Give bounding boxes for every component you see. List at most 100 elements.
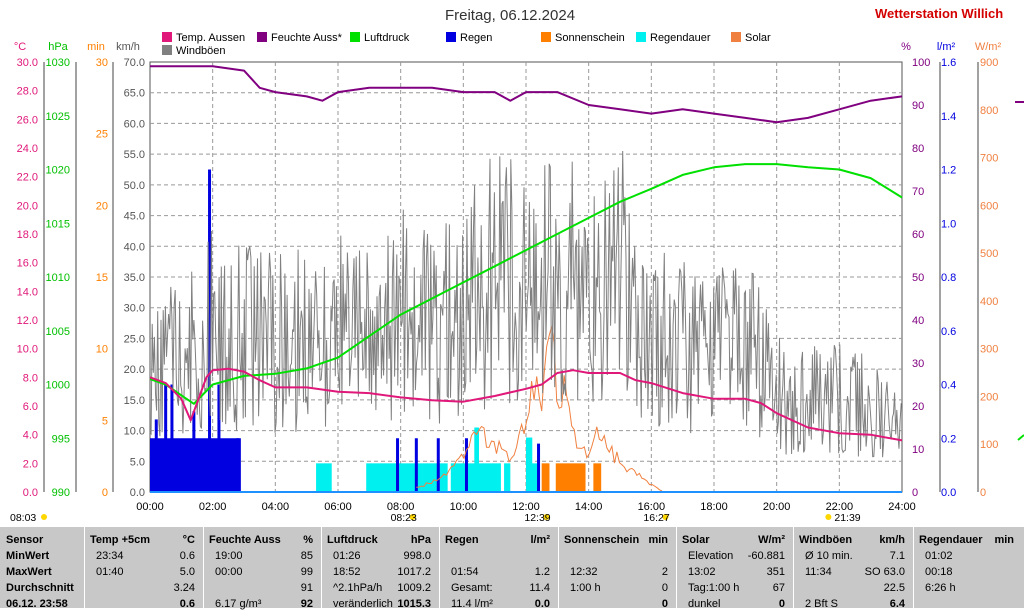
axis-tick-label: 20.0 [124,364,145,376]
cell-value: 85 [300,550,313,562]
axis-tick-label: 22.0 [17,172,38,184]
cell-value: 0.6 [179,598,195,610]
x-tick-label: 16:00 [638,501,666,513]
column-header: Temp +5cm [90,534,151,546]
right-edge-fragment [1008,0,1024,527]
cell-label: 11.4 l/m² [451,598,493,610]
x-tick-label: 22:00 [826,501,854,513]
axis-tick-label: 5 [102,415,108,427]
regendauer-bar [504,463,511,492]
cell-label: dunkel [688,598,721,610]
axis-tick-label: 990 [52,487,70,499]
axis-unit: l/m² [937,41,956,53]
time-markers: 08:03 08:23 12:39 16:27 21:39 [10,512,861,524]
column-header: Regen [445,534,479,546]
axis-tick-label: 900 [980,57,998,69]
cell-label: 18:52 [333,566,361,578]
row-label: 06.12. 23:58 [6,598,68,610]
cell-value: 0.6 [179,550,195,562]
x-tick-label: 08:00 [387,501,415,513]
axis-tick-label: 40 [912,315,924,327]
column-header: Regendauer [919,534,983,546]
axis-tick-label: 600 [980,200,998,212]
legend-label: Windböen [176,45,226,57]
legend-label: Regen [460,32,492,44]
axis-tick-label: 0 [980,487,986,499]
axis-unit: min [87,41,105,53]
column-unit: °C [182,534,195,546]
axis-tick-label: 1015 [46,218,70,230]
regendauer-bar [366,463,448,492]
time-marker-dot [825,514,832,520]
axis-tick-label: 55.0 [124,149,145,161]
regen-bar [164,384,168,492]
axis-tick-label: 30.0 [17,57,38,69]
sonnenschein-bar [541,463,550,492]
axis-tick-label: 30 [912,358,924,370]
axis-tick-label: 24.0 [17,143,38,155]
axis-tick-label: 90 [912,100,924,112]
axis-tick-label: 100 [980,439,998,451]
x-tick-label: 14:00 [575,501,603,513]
column-unit: W/m² [758,534,785,546]
statistics-table: Sensor MinWert MaxWert Durchschnitt 06.12. 2… [0,527,1024,610]
cell-value: 0 [778,598,785,610]
time-marker-label: 21:39 [834,512,860,524]
column-header: Feuchte Auss [209,534,281,546]
cell-value: 7.1 [889,550,905,562]
axis-tick-label: 50 [912,272,924,284]
axis-unit: W/m² [975,41,1002,53]
cell-value: 3.24 [173,582,195,594]
axis-tick-label: 5.0 [130,456,145,468]
axis-tick-label: 10 [912,444,924,456]
axis-tick-label: 1000 [46,380,70,392]
cell-value: SO 63.0 [864,566,905,578]
time-marker-label: 08:23 [391,512,417,524]
axis-tick-label: 1.4 [941,111,956,123]
regen-bar [414,438,418,492]
axis-tick-label: 60 [912,229,924,241]
axis-tick-label: 0.0 [23,487,38,499]
axis-tick-label: 12.0 [17,315,38,327]
time-marker-dot [41,514,47,520]
axis-tick-label: 1.2 [941,165,956,177]
cell-label: 2 Bft S [805,598,839,610]
column-separator [321,527,322,608]
legend-label: Temp. Aussen [176,32,245,44]
station-brand: Wetterstation Willich [875,6,1003,21]
x-tick-label: 18:00 [700,501,728,513]
cell-label: ^2.1hPa/h [333,582,383,594]
axis-tick-label: 25.0 [124,333,145,345]
series-temp-aussen [149,367,903,442]
legend-swatch [162,45,172,55]
axis-tick-label: 200 [980,391,998,403]
cell-value: 351 [766,566,785,578]
regen-bar [537,443,541,492]
legend-swatch [162,32,172,42]
axis-tick-label: 0.2 [941,433,956,445]
regendauer-bar [474,427,479,492]
axis-tick-label: 20 [912,401,924,413]
axis-tick-label: 40.0 [124,241,145,253]
cell-label: 13:02 [688,566,716,578]
axis-unit: °C [14,41,26,53]
cell-value: 22.5 [883,582,905,594]
axis-tick-label: 35.0 [124,272,145,284]
legend-label: Solar [745,32,771,44]
axis-tick-label: 1010 [46,272,70,284]
regen-bar [150,438,241,492]
axis-tick-label: 1005 [46,326,70,338]
x-tick-label: 12:00 [512,501,540,513]
axis-tick-label: 0.6 [941,326,956,338]
cell-label: Ø 10 min. [805,550,853,562]
axis-tick-label: 1025 [46,111,70,123]
regen-bar [217,384,221,492]
axis-tick-label: 15 [96,272,108,284]
cell-value: 1.2 [534,566,550,578]
regendauer-bar [526,437,533,492]
series-feuchte-auss- [150,65,903,124]
axis-tick-label: 1020 [46,165,70,177]
cell-label: 01:02 [925,550,953,562]
time-marker-dot [543,514,550,520]
chart-marks [149,65,903,492]
